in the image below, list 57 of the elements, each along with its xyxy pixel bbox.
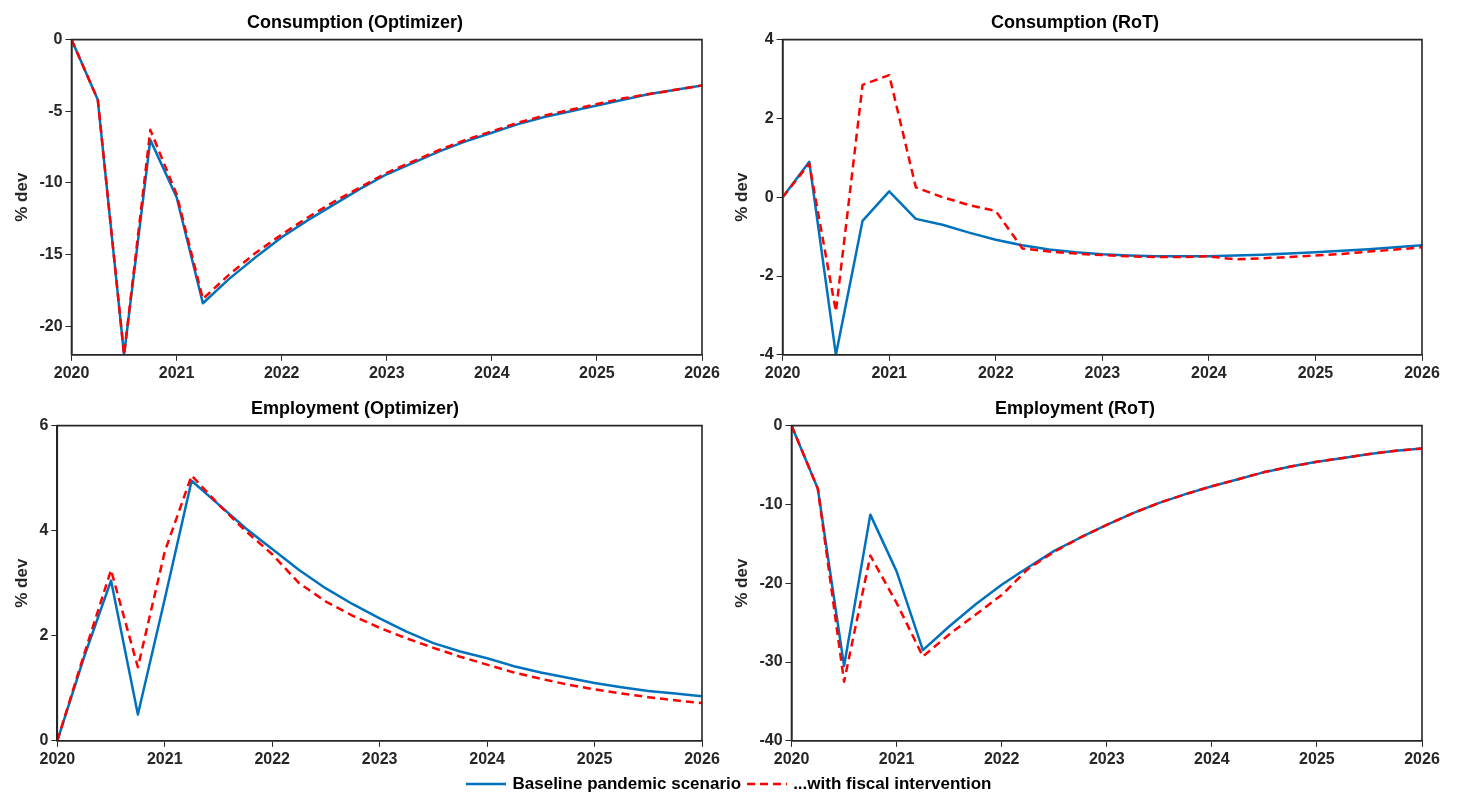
x-tick-label: 2021 (146, 749, 183, 767)
x-tick-label: 2023 (368, 363, 405, 381)
y-tick-label: -30 (759, 652, 783, 670)
x-tick-label: 2026 (1404, 363, 1440, 381)
x-tick-label: 2024 (474, 363, 510, 381)
x-tick-label: 2023 (1084, 363, 1121, 381)
chart-title: Employment (Optimizer) (250, 397, 460, 418)
chart-title: Consumption (RoT) (991, 11, 1159, 32)
x-tick-label: 2022 (263, 363, 300, 381)
x-tick-label: 2021 (878, 749, 915, 767)
x-tick-label: 2024 (1191, 363, 1227, 381)
y-tick-label: 4 (39, 521, 49, 539)
x-tick-label: 2026 (684, 749, 720, 767)
x-tick-label: 2024 (1194, 749, 1230, 767)
y-tick-label: 2 (764, 108, 774, 126)
chart-title: Consumption (Optimizer) (247, 11, 463, 32)
y-tick-label: -15 (39, 244, 63, 262)
x-tick-label: 2024 (469, 749, 505, 767)
y-tick-label: -20 (39, 316, 63, 334)
x-tick-label: 2020 (773, 749, 810, 767)
legend-label: Baseline pandemic scenario (512, 774, 742, 794)
y-tick-label: 6 (39, 416, 49, 434)
x-tick-label: 2021 (871, 363, 908, 381)
y-tick-label: -2 (759, 266, 774, 284)
y-tick-label: 0 (53, 30, 63, 48)
x-tick-label: 2020 (39, 749, 76, 767)
x-tick-label: 2022 (977, 363, 1014, 381)
x-tick-label: 2026 (1404, 749, 1440, 767)
y-tick-label: -10 (759, 494, 783, 512)
y-tick-label: -20 (759, 573, 783, 591)
y-tick-label: -10 (39, 173, 63, 191)
x-tick-label: 2020 (53, 363, 90, 381)
x-tick-label: 2022 (254, 749, 291, 767)
x-tick-label: 2025 (576, 749, 613, 767)
x-tick-label: 2025 (1297, 363, 1334, 381)
x-tick-label: 2025 (1299, 749, 1335, 767)
y-tick-label: -5 (48, 101, 63, 119)
legend-label: ...with fiscal intervention (793, 774, 992, 794)
x-tick-label: 2022 (983, 749, 1020, 767)
x-tick-label: 2023 (1088, 749, 1125, 767)
y-axis-title: % dev (11, 558, 31, 608)
y-tick-label: 0 (773, 416, 783, 434)
chart-title: Employment (RoT) (995, 397, 1155, 418)
y-tick-label: -4 (759, 345, 774, 363)
y-tick-label: 4 (764, 30, 774, 48)
y-tick-label: 0 (39, 731, 49, 749)
y-tick-label: 2 (39, 626, 49, 644)
x-tick-label: 2025 (579, 363, 615, 381)
y-tick-label: -40 (759, 731, 783, 749)
x-tick-label: 2020 (764, 363, 801, 381)
y-axis-title: % dev (11, 172, 31, 222)
x-tick-label: 2021 (158, 363, 195, 381)
y-tick-label: 0 (764, 187, 774, 205)
y-axis-title: % dev (731, 172, 751, 222)
y-axis-title: % dev (731, 558, 751, 608)
x-tick-label: 2023 (361, 749, 398, 767)
x-tick-label: 2026 (684, 363, 720, 381)
